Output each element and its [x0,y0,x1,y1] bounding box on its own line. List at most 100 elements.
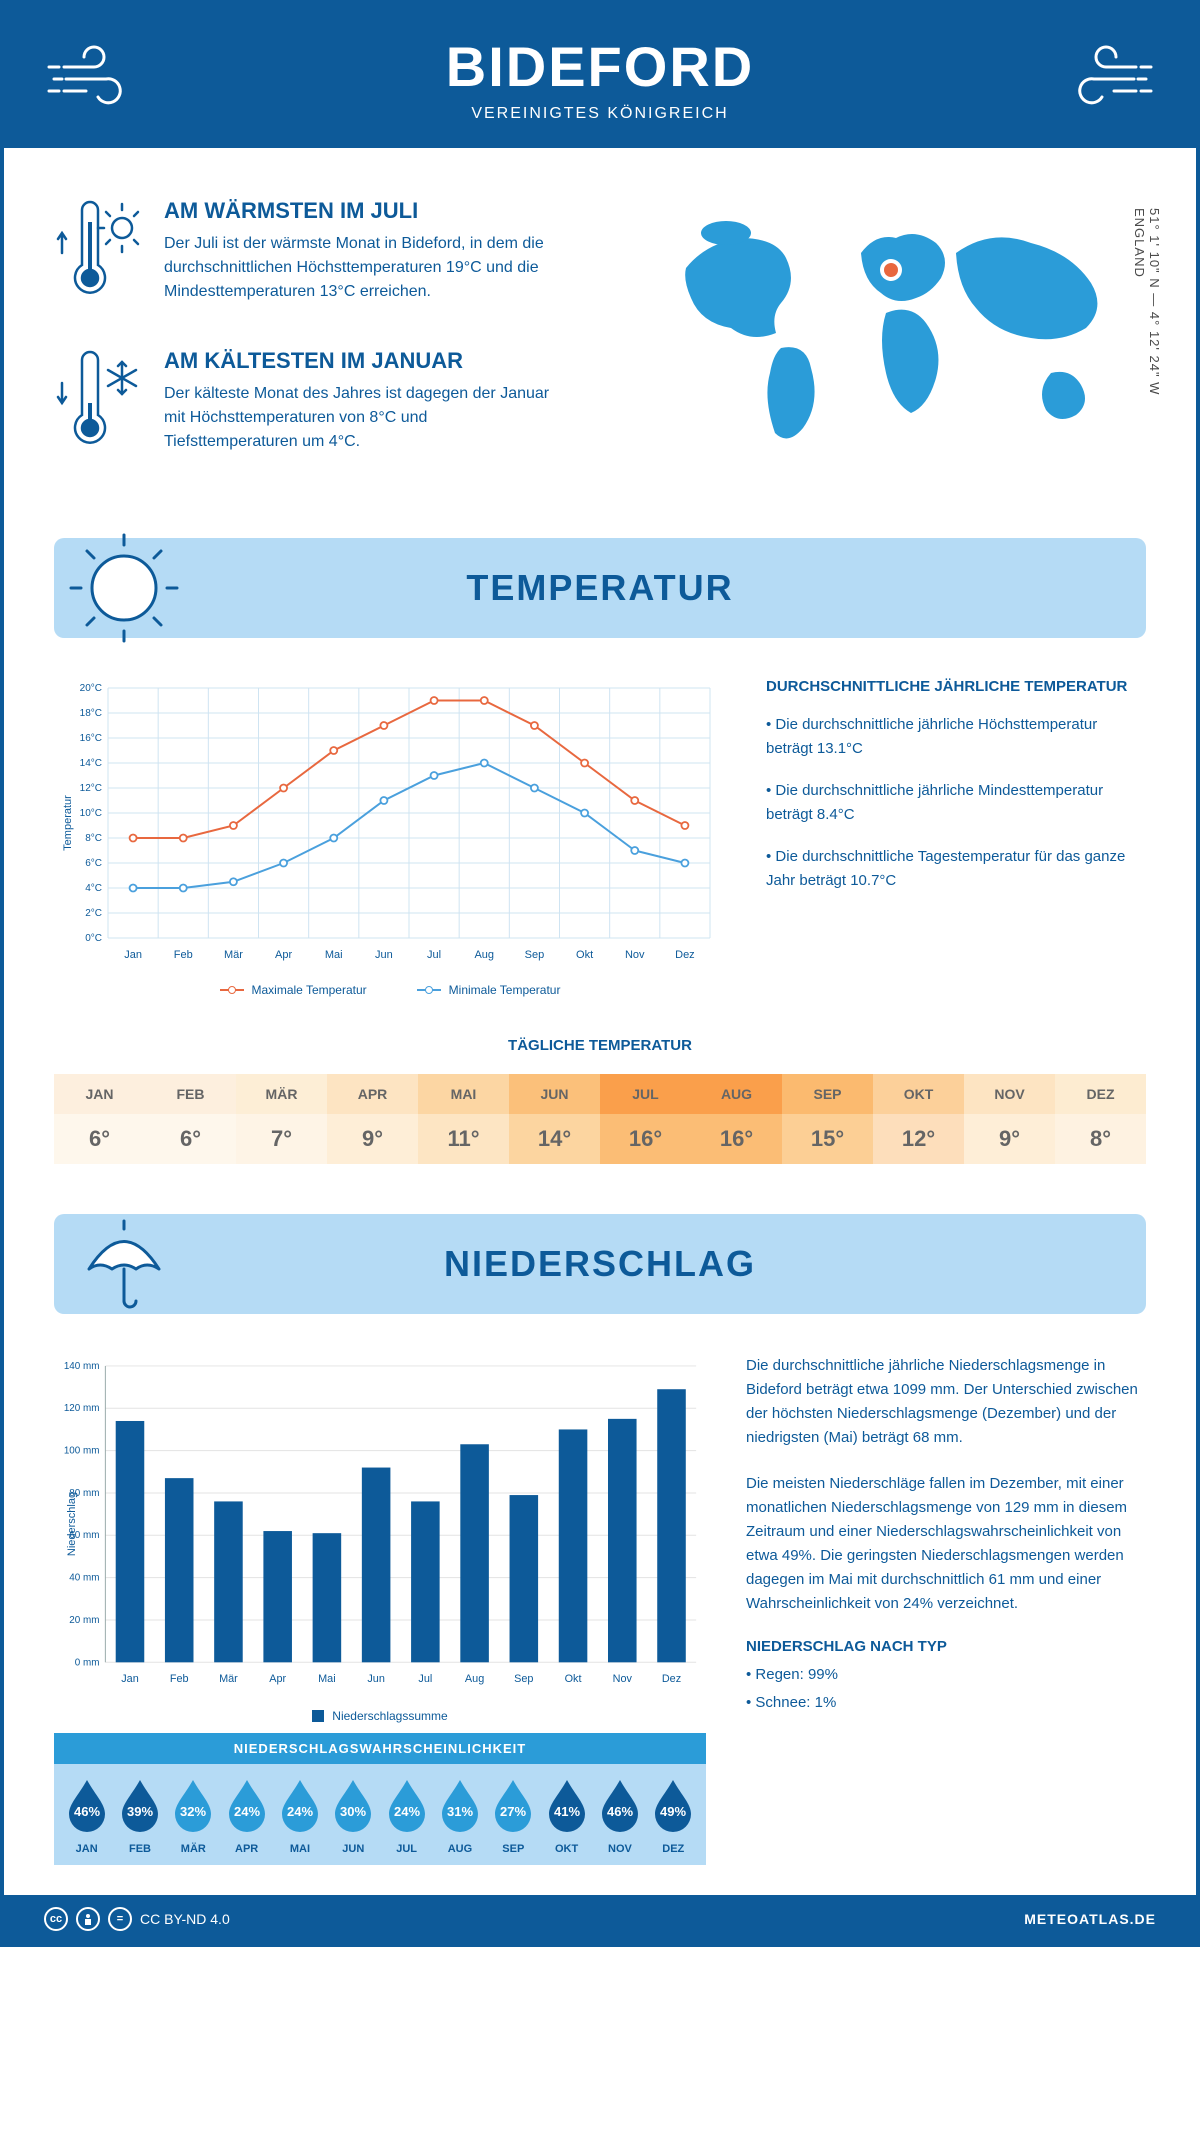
svg-text:30%: 30% [340,1804,366,1819]
table-header-cell: SEP [782,1074,873,1114]
raindrop-icon: 49% [651,1778,695,1832]
license: cc = CC BY-ND 4.0 [44,1907,230,1931]
city-title: BIDEFORD [24,34,1176,99]
svg-text:Okt: Okt [576,949,593,961]
raindrop-icon: 46% [598,1778,642,1832]
legend-max: Maximale Temperatur [220,983,367,997]
summary-bullet: • Die durchschnittliche Tagestemperatur … [766,845,1146,893]
probability-cell: 27% SEP [487,1778,540,1855]
svg-text:27%: 27% [500,1804,526,1819]
coldest-title: AM KÄLTESTEN IM JANUAR [164,348,564,374]
svg-text:20 mm: 20 mm [69,1615,99,1626]
cc-icon: cc [44,1907,68,1931]
warmest-title: AM WÄRMSTEN IM JULI [164,198,564,224]
table-header-cell: MAI [418,1074,509,1114]
precip-type-title: NIEDERSCHLAG NACH TYP [746,1638,1146,1655]
raindrop-icon: 39% [118,1778,162,1832]
svg-text:140 mm: 140 mm [64,1361,100,1372]
world-map-icon [666,198,1146,463]
svg-text:Mär: Mär [219,1673,238,1685]
table-header-cell: AUG [691,1074,782,1114]
temperature-section: Temperatur 0°C2°C4°C6°C8°C10°C12°C14°C16… [4,638,1196,1027]
table-value-cell: 12° [873,1114,964,1164]
probability-cell: 46% NOV [593,1778,646,1855]
raindrop-icon: 24% [278,1778,322,1832]
svg-text:Jun: Jun [367,1673,385,1685]
svg-text:2°C: 2°C [85,908,102,919]
svg-text:Jul: Jul [427,949,441,961]
raindrop-icon: 27% [491,1778,535,1832]
temperature-section-header: TEMPERATUR [54,538,1146,638]
by-icon [76,1907,100,1931]
svg-text:Dez: Dez [662,1673,681,1685]
svg-text:Jan: Jan [121,1673,139,1685]
country-subtitle: VEREINIGTES KÖNIGREICH [24,105,1176,123]
raindrop-icon: 46% [65,1778,109,1832]
precipitation-summary: Die durchschnittliche jährliche Niedersc… [746,1354,1146,1865]
table-value-cell: 11° [418,1114,509,1164]
svg-text:120 mm: 120 mm [64,1403,100,1414]
probability-month: MAI [273,1843,326,1855]
svg-text:46%: 46% [74,1804,100,1819]
probability-month: JUN [327,1843,380,1855]
probability-cell: 39% FEB [113,1778,166,1855]
svg-text:Feb: Feb [174,949,193,961]
table-value-cell: 8° [1055,1114,1146,1164]
daily-temp-title: TÄGLICHE TEMPERATUR [54,1037,1146,1054]
chart-ylabel: Temperatur [62,795,74,851]
license-label: CC BY-ND 4.0 [140,1911,230,1927]
table-value-cell: 14° [509,1114,600,1164]
table-value-row: 6°6°7°9°11°14°16°16°15°12°9°8° [54,1114,1146,1164]
section-title: NIEDERSCHLAG [444,1243,756,1285]
svg-text:20°C: 20°C [80,683,102,694]
infographic-frame: BIDEFORD VEREINIGTES KÖNIGREICH [0,0,1200,1947]
thermometer-snow-icon [54,348,144,463]
chart-legend: Maximale Temperatur Minimale Temperatur [54,983,726,997]
probability-month: NOV [593,1843,646,1855]
raindrop-icon: 24% [385,1778,429,1832]
svg-text:Okt: Okt [565,1673,582,1685]
raindrop-icon: 24% [225,1778,269,1832]
raindrop-icon: 32% [171,1778,215,1832]
precipitation-probability: NIEDERSCHLAGSWAHRSCHEINLICHKEIT 46% JAN … [54,1733,706,1865]
probability-cell: 41% OKT [540,1778,593,1855]
table-header-cell: DEZ [1055,1074,1146,1114]
coldest-fact: AM KÄLTESTEN IM JANUAR Der kälteste Mona… [54,348,626,463]
warmest-fact: AM WÄRMSTEN IM JULI Der Juli ist der wär… [54,198,626,313]
table-header-cell: APR [327,1074,418,1114]
svg-text:8°C: 8°C [85,833,102,844]
svg-text:16°C: 16°C [80,733,102,744]
table-value-cell: 16° [691,1114,782,1164]
summary-title: DURCHSCHNITTLICHE JÄHRLICHE TEMPERATUR [766,678,1146,695]
svg-text:24%: 24% [394,1804,420,1819]
wind-icon [44,39,144,119]
coldest-body: Der kälteste Monat des Jahres ist dagege… [164,382,564,454]
umbrella-icon [64,1209,184,1324]
probability-cell: 46% JAN [60,1778,113,1855]
probability-month: JUL [380,1843,433,1855]
svg-text:Jan: Jan [124,949,142,961]
climate-facts: AM WÄRMSTEN IM JULI Der Juli ist der wär… [54,198,626,498]
probability-cell: 32% MÄR [167,1778,220,1855]
legend-min: Minimale Temperatur [417,983,561,997]
svg-text:6°C: 6°C [85,858,102,869]
daily-temperature-table: TÄGLICHE TEMPERATUR JANFEBMÄRAPRMAIJUNJU… [4,1027,1196,1214]
svg-text:40 mm: 40 mm [69,1573,99,1584]
precipitation-section: Niederschlag 0 mm20 mm40 mm60 mm80 mm100… [4,1314,1196,1895]
precip-paragraph: Die meisten Niederschläge fallen im Deze… [746,1472,1146,1616]
thermometer-sun-icon [54,198,144,313]
svg-text:Mai: Mai [325,949,343,961]
coordinates: 51° 1' 10" N — 4° 12' 24" W ENGLAND [1132,208,1162,395]
chart-legend: Niederschlagssumme [54,1709,706,1723]
probability-month: AUG [433,1843,486,1855]
table-header-cell: MÄR [236,1074,327,1114]
probability-month: APR [220,1843,273,1855]
table-header-cell: NOV [964,1074,1055,1114]
probability-month: DEZ [647,1843,700,1855]
table-header-cell: JUN [509,1074,600,1114]
probability-month: SEP [487,1843,540,1855]
probability-month: JAN [60,1843,113,1855]
table-value-cell: 15° [782,1114,873,1164]
svg-text:Sep: Sep [514,1673,533,1685]
table-header-cell: OKT [873,1074,964,1114]
